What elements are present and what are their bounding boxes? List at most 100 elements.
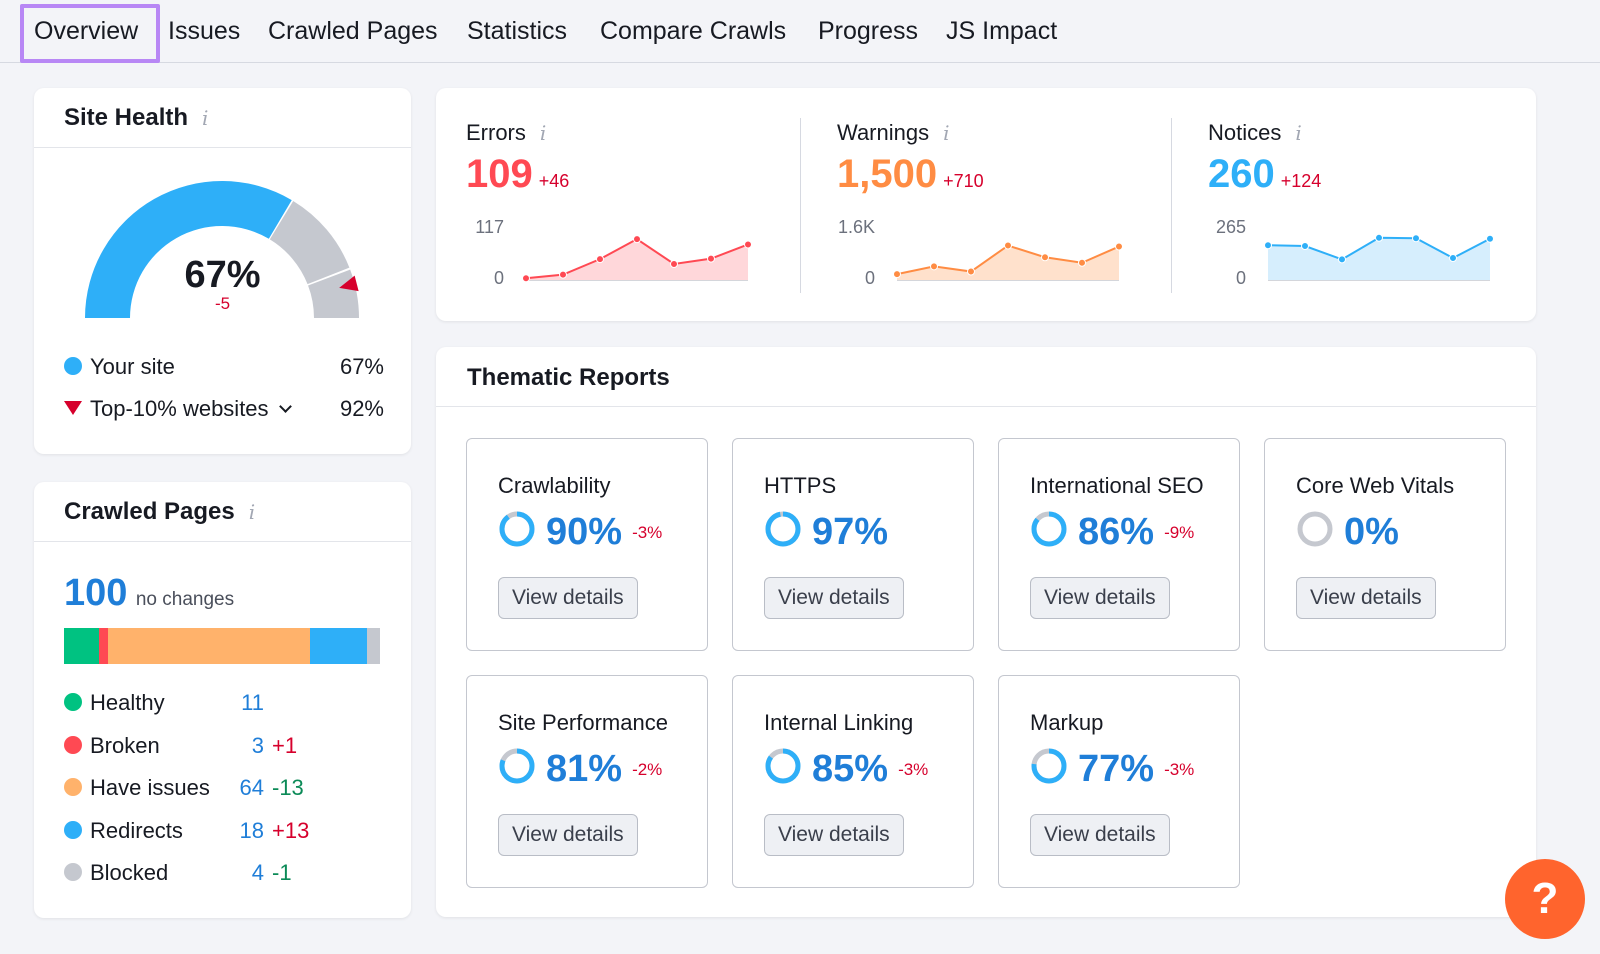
- sparkline-point[interactable]: [967, 267, 975, 276]
- sparkline-point[interactable]: [522, 274, 530, 283]
- row-count[interactable]: 11: [241, 690, 264, 715]
- tab-js-impact[interactable]: JS Impact: [946, 17, 1058, 45]
- metric-number[interactable]: 260: [1208, 152, 1275, 196]
- report-delta: -3%: [898, 759, 929, 779]
- site-health-value: 67%: [184, 254, 261, 296]
- total-count[interactable]: 100: [64, 572, 128, 614]
- info-icon[interactable]: i: [248, 500, 256, 524]
- view-details-button[interactable]: View details: [764, 814, 904, 856]
- info-icon[interactable]: i: [539, 121, 547, 145]
- row-label: Redirects: [90, 817, 183, 843]
- report-name: Markup: [1030, 710, 1104, 735]
- metric-warnings: Warnings i 1,500 +710 1.6K 0: [807, 88, 1177, 323]
- help-button[interactable]: ?: [1505, 859, 1585, 939]
- metric-label: Errors i: [466, 120, 547, 145]
- view-details-button[interactable]: View details: [498, 577, 638, 619]
- status-dot: [64, 778, 82, 797]
- donut-icon: [1297, 511, 1333, 546]
- tab-progress[interactable]: Progress: [818, 17, 919, 45]
- crawled-pages-row[interactable]: Broken 3 +1: [64, 731, 364, 761]
- view-details-button[interactable]: View details: [1296, 577, 1436, 619]
- view-details-button[interactable]: View details: [1030, 814, 1170, 856]
- divider: [34, 541, 411, 542]
- row-count[interactable]: 64: [239, 775, 264, 800]
- total-note: no changes: [135, 589, 235, 610]
- metric-value[interactable]: 260 +124: [1208, 152, 1321, 197]
- view-details-button[interactable]: View details: [1030, 577, 1170, 619]
- crawled-pages-row[interactable]: Have issues 64 -13: [64, 773, 364, 803]
- sparkline-point[interactable]: [1115, 242, 1123, 251]
- sparkline-point[interactable]: [596, 255, 604, 264]
- report-percent: 0%: [1344, 511, 1399, 553]
- tab-compare-crawls[interactable]: Compare Crawls: [600, 17, 787, 45]
- bar-segment-healthy[interactable]: [64, 628, 99, 664]
- row-label: Have issues: [90, 775, 210, 800]
- gauge-remaining-arc: [269, 200, 350, 285]
- thematic-reports-card: Thematic Reports Crawlability 90% -3% Vie…: [436, 347, 1536, 917]
- metrics-card: Errors i 109 +46 117 0 Warnings i 1,500 +710…: [436, 88, 1536, 321]
- row-count[interactable]: 4: [251, 860, 264, 885]
- info-icon[interactable]: i: [943, 121, 950, 145]
- sparkline-point[interactable]: [1004, 241, 1012, 250]
- legend-top10[interactable]: Top-10% websites 92%: [64, 394, 384, 424]
- chevron-down-icon[interactable]: [278, 400, 292, 413]
- bar-segment-broken[interactable]: [98, 628, 109, 664]
- sparkline-point[interactable]: [670, 260, 678, 268]
- metric-sparkline: [522, 235, 752, 283]
- metric-delta: +46: [538, 171, 570, 191]
- sparkline-point[interactable]: [559, 270, 567, 279]
- row-label: Blocked: [90, 860, 169, 885]
- row-change: +13: [272, 817, 310, 843]
- tab-statistics[interactable]: Statistics: [467, 17, 568, 45]
- sparkline-point[interactable]: [1375, 233, 1383, 242]
- view-details-button[interactable]: View details: [764, 577, 904, 619]
- sparkline-point[interactable]: [1264, 241, 1272, 250]
- row-count[interactable]: 3: [251, 732, 264, 758]
- crawled-pages-row[interactable]: Blocked 4 -1: [64, 858, 364, 888]
- info-icon[interactable]: i: [202, 106, 209, 130]
- info-icon[interactable]: i: [1295, 121, 1302, 145]
- report-score: 81% -2%: [498, 748, 662, 794]
- bar-segment-blocked[interactable]: [367, 628, 380, 664]
- sparkline-point[interactable]: [930, 262, 938, 271]
- divider: [34, 147, 411, 148]
- your-site-dot: [64, 357, 82, 376]
- metric-value[interactable]: 109 +46: [466, 152, 569, 197]
- sparkline-point[interactable]: [1486, 234, 1494, 243]
- legend-your-site: Your site 67%: [64, 352, 384, 382]
- metric-value[interactable]: 1,500 +710: [837, 152, 984, 197]
- tab-crawled-pages[interactable]: Crawled Pages: [268, 17, 438, 45]
- sparkline-point[interactable]: [1041, 253, 1049, 262]
- bar-segment-redirects[interactable]: [310, 628, 368, 664]
- sparkline-area: [526, 239, 748, 280]
- sparkline-point[interactable]: [1412, 234, 1420, 243]
- sparkline-point[interactable]: [893, 270, 901, 279]
- tab-overview[interactable]: Overview: [34, 17, 139, 45]
- sparkline-point[interactable]: [744, 240, 752, 249]
- metric-number[interactable]: 109: [466, 152, 533, 196]
- bar-segment-have-issues[interactable]: [108, 628, 311, 664]
- divider: [436, 406, 1536, 407]
- row-count[interactable]: 18: [239, 817, 264, 843]
- tab-issues[interactable]: Issues: [168, 17, 241, 45]
- crawled-pages-row[interactable]: Redirects 18 +13: [64, 816, 364, 846]
- report-score: 86% -9%: [1030, 511, 1194, 557]
- gauge-your-site-arc: [85, 181, 292, 318]
- report-delta: -3%: [632, 522, 663, 542]
- sparkline-point[interactable]: [633, 235, 641, 244]
- report-name: Site Performance: [498, 710, 668, 735]
- sparkline-point[interactable]: [707, 254, 715, 263]
- row-change: +1: [272, 732, 298, 758]
- sparkline-point[interactable]: [1301, 242, 1309, 251]
- sparkline-point[interactable]: [1338, 255, 1346, 264]
- axis-max-label: 265: [1215, 217, 1246, 237]
- metric-number[interactable]: 1,500: [837, 152, 938, 196]
- crawled-pages-row[interactable]: Healthy 11: [64, 688, 364, 718]
- report-percent: 97%: [812, 511, 889, 553]
- sparkline-point[interactable]: [1078, 258, 1086, 267]
- view-details-button[interactable]: View details: [498, 814, 638, 856]
- divider: [1171, 118, 1172, 293]
- donut-icon: [765, 511, 801, 546]
- row-change: -1: [272, 860, 292, 885]
- sparkline-point[interactable]: [1449, 254, 1457, 263]
